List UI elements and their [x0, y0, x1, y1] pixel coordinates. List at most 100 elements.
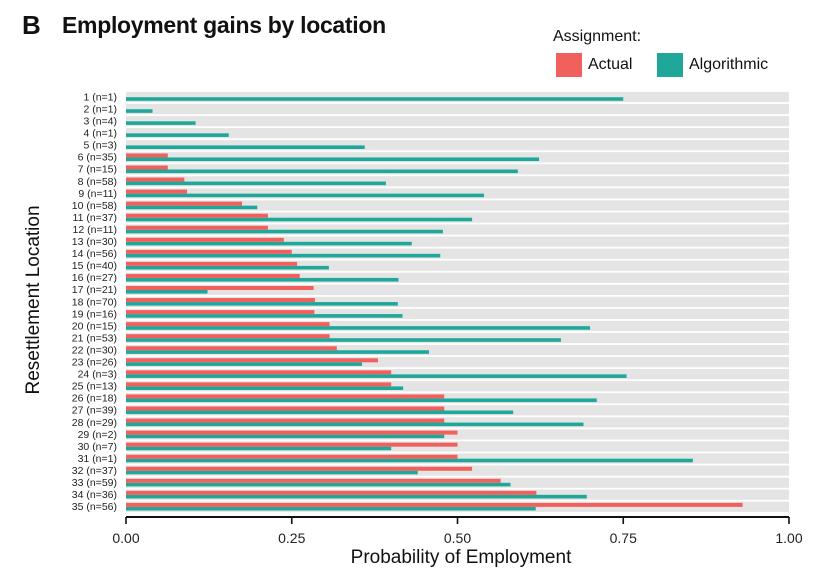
- y-tick-label: 5 (n=3): [83, 140, 117, 152]
- y-tick-label: 3 (n=4): [83, 116, 117, 128]
- row-band: [126, 296, 789, 307]
- legend-swatch-actual: [556, 53, 582, 77]
- y-tick-label: 21 (n=53): [72, 332, 117, 344]
- x-tick-label: 0.00: [112, 530, 139, 546]
- y-tick-label: 19 (n=16): [72, 308, 117, 320]
- row-band: [126, 320, 789, 332]
- bar-algorithmic: [126, 229, 443, 234]
- row-band: [126, 308, 789, 320]
- bar-algorithmic: [126, 458, 693, 463]
- bar-actual: [126, 165, 168, 170]
- y-tick-label: 25 (n=13): [72, 381, 117, 393]
- bar-algorithmic: [126, 121, 196, 125]
- bar-algorithmic: [126, 169, 518, 174]
- row-band: [126, 91, 789, 103]
- bar-algorithmic: [126, 277, 399, 282]
- y-tick-label: 24 (n=3): [78, 369, 117, 381]
- bar-algorithmic: [126, 97, 624, 101]
- bar-actual: [126, 249, 292, 254]
- y-tick-label: 1 (n=1): [83, 91, 117, 103]
- bar-algorithmic: [126, 314, 403, 318]
- bar-algorithmic: [126, 446, 392, 451]
- bar-actual: [126, 430, 458, 435]
- legend-label-algorithmic: Algorithmic: [689, 56, 769, 73]
- y-tick-label: 18 (n=70): [72, 296, 117, 308]
- y-tick-label: 32 (n=37): [72, 465, 117, 477]
- bar-actual: [126, 394, 445, 399]
- bar-actual: [126, 213, 268, 218]
- bar-algorithmic: [126, 109, 153, 113]
- legend-label-actual: Actual: [588, 56, 633, 73]
- bar-algorithmic: [126, 470, 418, 475]
- y-tick-label: 30 (n=7): [78, 441, 117, 453]
- row-band: [126, 284, 789, 295]
- bar-algorithmic: [126, 398, 597, 403]
- bar-actual: [126, 334, 330, 339]
- bar-algorithmic: [126, 326, 591, 330]
- bar-actual: [126, 189, 187, 194]
- bar-actual: [126, 382, 392, 387]
- legend-item-actual: Actual: [556, 53, 632, 77]
- row-band: [126, 344, 789, 356]
- y-tick-label: 34 (n=36): [72, 489, 117, 501]
- bar-algorithmic: [126, 157, 540, 162]
- bar-algorithmic: [126, 193, 485, 198]
- x-tick-label: 0.25: [278, 530, 305, 546]
- y-tick-label: 33 (n=59): [72, 477, 117, 489]
- y-tick-label: 16 (n=27): [72, 272, 117, 284]
- bar-actual: [126, 502, 743, 507]
- legend-item-algorithmic: Algorithmic: [657, 53, 768, 77]
- x-tick-label: 0.75: [610, 530, 637, 546]
- bar-actual: [126, 442, 458, 447]
- bar-algorithmic: [126, 422, 584, 427]
- bar-algorithmic: [126, 434, 445, 439]
- y-tick-label: 14 (n=56): [72, 248, 117, 260]
- bar-algorithmic: [126, 181, 386, 186]
- bar-actual: [126, 273, 300, 278]
- bar-actual: [126, 286, 314, 290]
- bar-algorithmic: [126, 133, 229, 137]
- row-band: [126, 188, 789, 199]
- y-tick-label: 9 (n=11): [78, 188, 117, 200]
- y-tick-label: 7 (n=15): [78, 164, 117, 176]
- bar-algorithmic: [126, 362, 363, 366]
- row-band: [126, 405, 789, 416]
- bar-algorithmic: [126, 290, 208, 294]
- y-tick-label: 6 (n=35): [78, 152, 117, 164]
- row-band: [126, 200, 789, 211]
- x-axis-label: Probability of Employment: [350, 547, 572, 568]
- bar-algorithmic: [126, 253, 441, 258]
- row-band: [126, 164, 789, 175]
- bar-actual: [126, 261, 298, 266]
- bar-actual: [126, 454, 458, 459]
- bar-actual: [126, 346, 337, 351]
- y-tick-label: 35 (n=56): [72, 501, 117, 513]
- y-tick-label: 29 (n=2): [78, 429, 117, 441]
- bar-actual: [126, 466, 473, 471]
- row-band: [126, 152, 789, 163]
- y-tick-label: 8 (n=58): [78, 176, 117, 188]
- row-band: [126, 272, 789, 283]
- bar-actual: [126, 177, 185, 182]
- bar-actual: [126, 370, 392, 375]
- legend-title: Assignment:: [553, 28, 642, 45]
- y-tick-label: 20 (n=15): [72, 320, 117, 332]
- row-band: [126, 260, 789, 271]
- bar-algorithmic: [126, 205, 258, 210]
- row-band: [126, 248, 789, 259]
- row-band: [126, 381, 789, 392]
- y-tick-label: 28 (n=29): [72, 417, 117, 429]
- bar-algorithmic: [126, 410, 514, 415]
- bar-actual: [126, 418, 445, 423]
- y-tick-label: 17 (n=21): [72, 284, 117, 296]
- row-band: [126, 176, 789, 187]
- row-band: [126, 140, 789, 151]
- bar-actual: [126, 225, 268, 230]
- bar-algorithmic: [126, 145, 365, 149]
- y-tick-label: 15 (n=40): [72, 260, 117, 272]
- bar-algorithmic: [126, 338, 561, 342]
- row-band: [126, 332, 789, 344]
- row-band: [126, 128, 789, 139]
- bar-algorithmic: [126, 265, 329, 270]
- y-tick-label: 2 (n=1): [83, 103, 117, 115]
